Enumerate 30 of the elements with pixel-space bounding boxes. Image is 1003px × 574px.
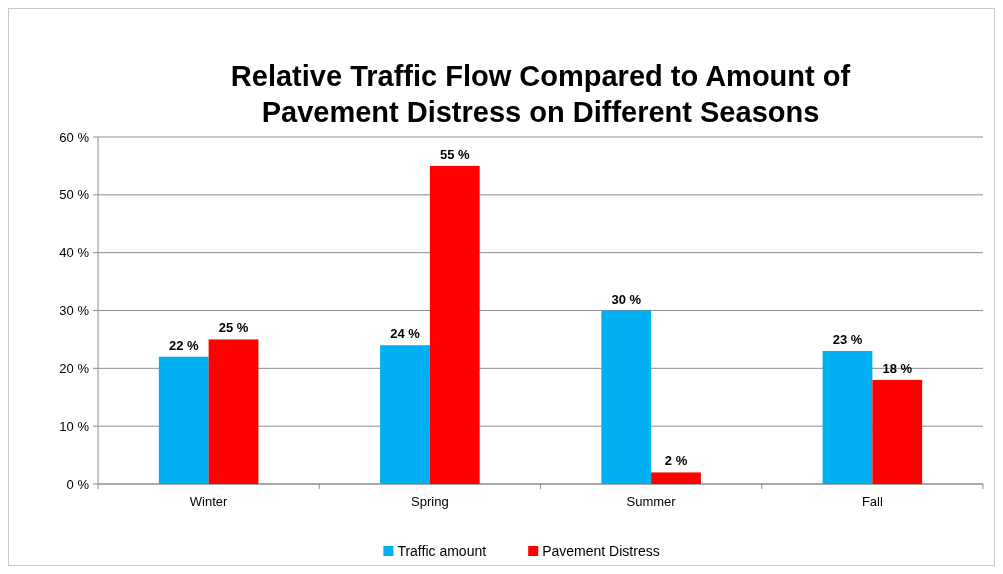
bar [651, 472, 701, 484]
data-label: 22 % [168, 337, 199, 353]
chart-title: Relative Traffic Flow Compared to Amount of Pavement Distress on Different Seasons [230, 60, 851, 128]
y-tick-label: 30 % [59, 303, 90, 318]
data-label: 25 % [218, 320, 249, 336]
y-tick-label: 10 % [59, 418, 90, 434]
legend-label: Pavement Distress [542, 543, 660, 559]
data-label: 30 % [611, 291, 642, 307]
x-tick-label: Fall [861, 494, 883, 509]
bar [158, 356, 209, 484]
y-tick-label: 50 % [59, 187, 90, 203]
bar [208, 339, 259, 484]
y-tick-label: 20 % [59, 360, 90, 376]
bar [601, 310, 652, 484]
bar [872, 379, 923, 484]
legend-label: Traffic amount [397, 543, 487, 559]
x-tick-label: Winter [189, 494, 229, 509]
x-tick-label: Summer [626, 494, 677, 509]
data-label: 55 % [439, 146, 471, 162]
data-label: 24 % [390, 326, 421, 342]
x-tick-label: Spring [411, 494, 449, 509]
bar [380, 345, 430, 484]
bar [429, 165, 480, 484]
y-tick-label: 60 % [59, 129, 90, 145]
y-tick-label: 40 % [59, 245, 90, 261]
data-label: 18 % [882, 360, 913, 376]
bar [822, 350, 873, 484]
data-label: 23 % [832, 331, 863, 347]
data-label: 2 % [664, 453, 688, 469]
y-tick-label: 0 % [66, 476, 90, 492]
